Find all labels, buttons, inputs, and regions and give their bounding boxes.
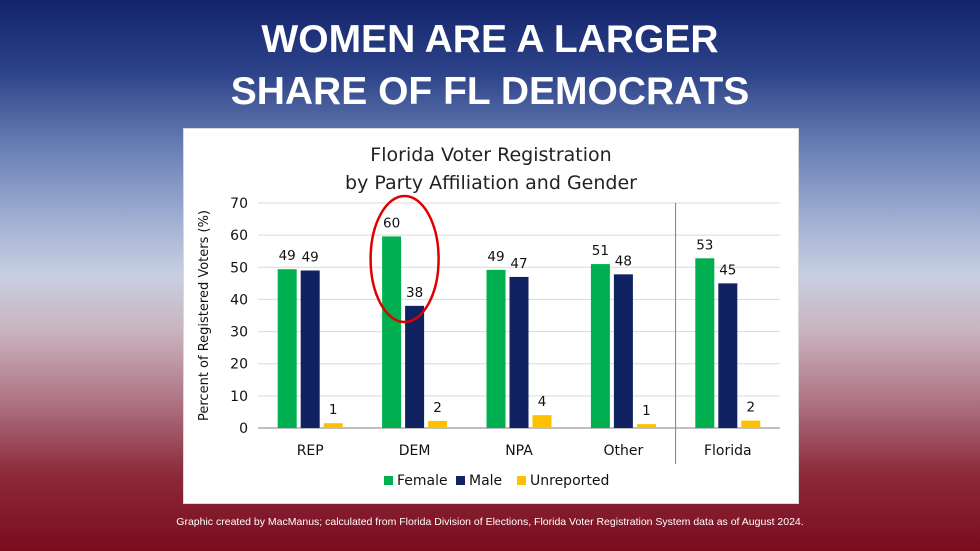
- bar-other-unreported: [636, 424, 656, 428]
- bar-rep-female: [277, 269, 297, 428]
- bar-dem-unreported: [428, 420, 448, 428]
- slide-title: WOMEN ARE A LARGER SHARE OF FL DEMOCRATS: [0, 14, 980, 118]
- bar-npa-unreported: [532, 415, 552, 428]
- data-label-dem-male: 38: [406, 285, 423, 301]
- data-label-rep-unreported: 1: [329, 402, 338, 418]
- x-tick-label-rep: REP: [297, 443, 324, 459]
- bar-other-male: [613, 274, 633, 428]
- data-label-florida-female: 53: [696, 237, 713, 253]
- chart-title-line-1: Florida Voter Registration: [370, 144, 611, 166]
- bar-florida-male: [718, 283, 738, 428]
- data-label-other-male: 48: [615, 253, 632, 269]
- data-label-npa-female: 49: [487, 249, 504, 265]
- y-tick-label: 50: [230, 260, 248, 276]
- y-axis-title: Percent of Registered Voters (%): [197, 210, 212, 421]
- data-label-florida-male: 45: [719, 262, 736, 278]
- chart-panel: Florida Voter Registration by Party Affil…: [183, 128, 799, 504]
- bar-rep-male: [300, 270, 320, 428]
- legend-swatch-unreported: [517, 476, 526, 485]
- x-tick-label-other: Other: [604, 443, 644, 459]
- slide-title-line-2: SHARE OF FL DEMOCRATS: [230, 70, 750, 113]
- bar-npa-male: [509, 276, 529, 428]
- data-label-florida-unreported: 2: [747, 400, 756, 416]
- y-tick-label: 10: [230, 389, 248, 405]
- chart-title-line-2: by Party Affiliation and Gender: [345, 172, 637, 194]
- y-tick-label: 40: [230, 292, 248, 308]
- y-tick-label: 30: [230, 325, 248, 341]
- legend-label-unreported: Unreported: [530, 473, 609, 489]
- bar-npa-female: [486, 269, 506, 428]
- legend-label-female: Female: [397, 473, 448, 489]
- data-label-npa-male: 47: [510, 256, 527, 272]
- data-label-npa-unreported: 4: [538, 394, 547, 410]
- bar-dem-female: [382, 236, 402, 428]
- data-label-rep-male: 49: [302, 250, 319, 266]
- data-label-other-female: 51: [592, 243, 609, 259]
- data-label-dem-unreported: 2: [433, 400, 442, 416]
- legend-label-male: Male: [469, 473, 502, 489]
- source-footnote: Graphic created by MacManus; calculated …: [176, 516, 804, 528]
- y-tick-label: 70: [230, 196, 248, 212]
- bar-chart: Florida Voter Registration by Party Affil…: [197, 144, 780, 489]
- bar-dem-male: [405, 305, 425, 428]
- y-tick-label: 60: [230, 228, 248, 244]
- bar-florida-unreported: [741, 420, 761, 428]
- slide-title-line-1: WOMEN ARE A LARGER: [261, 18, 719, 61]
- x-tick-label-npa: NPA: [505, 443, 533, 459]
- y-tick-label: 20: [230, 357, 248, 373]
- y-tick-label: 0: [239, 421, 248, 437]
- bar-other-female: [590, 264, 610, 428]
- x-tick-label-florida: Florida: [704, 443, 752, 459]
- data-label-rep-female: 49: [279, 248, 296, 264]
- x-tick-label-dem: DEM: [399, 443, 431, 459]
- data-label-dem-female: 60: [383, 215, 400, 231]
- legend-swatch-female: [384, 476, 393, 485]
- data-label-other-unreported: 1: [642, 403, 651, 419]
- dem-highlight-circle: [369, 194, 440, 324]
- bar-rep-unreported: [323, 423, 343, 428]
- legend-swatch-male: [456, 476, 465, 485]
- bar-florida-female: [695, 258, 715, 428]
